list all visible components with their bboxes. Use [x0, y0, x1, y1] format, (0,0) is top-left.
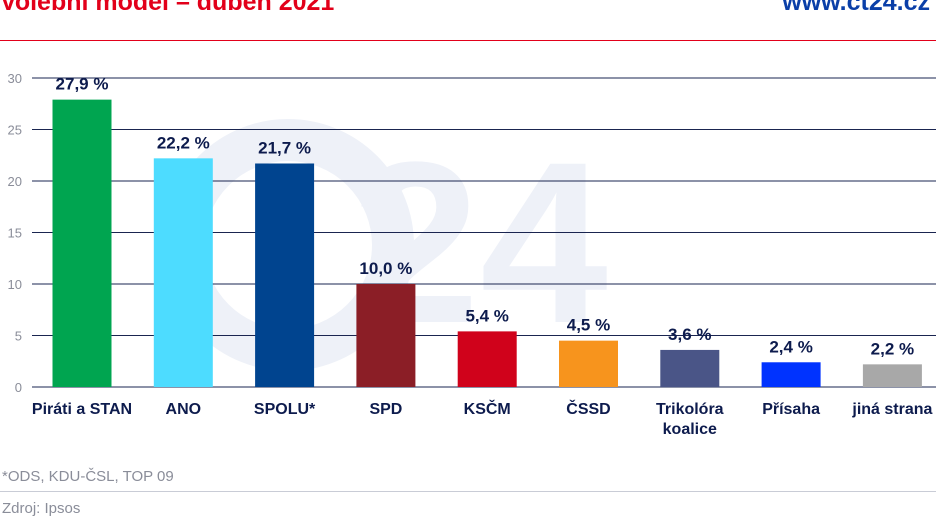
y-tick-label: 25: [8, 123, 22, 138]
y-tick-label: 30: [8, 71, 22, 86]
bar-value-label: 4,5 %: [567, 316, 610, 335]
source-note: Zdroj: Ipsos: [2, 500, 81, 517]
bar: [761, 362, 821, 387]
y-tick-label: 20: [8, 174, 22, 189]
x-tick-label: SPOLU*: [254, 401, 316, 418]
x-tick-label: SPD: [369, 401, 402, 418]
site-url[interactable]: www.ct24.cz: [782, 0, 930, 16]
x-tick-label: ANO: [166, 401, 202, 418]
y-tick-label: 0: [15, 380, 22, 395]
x-tick-label: KSČM: [464, 399, 511, 418]
chart-title: Volební model – duben 2021: [0, 0, 335, 16]
bar: [356, 284, 416, 387]
x-tick-label: jiná strana: [851, 401, 932, 418]
bar-value-label: 10,0 %: [359, 259, 412, 278]
bar: [660, 349, 720, 387]
bar-value-label: 2,4 %: [769, 337, 812, 356]
bar: [255, 163, 315, 387]
bar: [52, 99, 112, 387]
footnote: *ODS, KDU-ČSL, TOP 09: [2, 468, 174, 485]
y-tick-label: 15: [8, 226, 22, 241]
bar-value-label: 2,2 %: [871, 339, 914, 358]
bar-value-label: 22,2 %: [157, 133, 210, 152]
bar: [457, 331, 517, 387]
footer-divider: [0, 491, 936, 492]
bar-value-label: 27,9 %: [56, 75, 109, 94]
x-tick-label: koalice: [663, 421, 717, 438]
bar: [153, 158, 213, 387]
x-tick-label: Trikolóra: [656, 401, 724, 418]
x-tick-label: Přísaha: [762, 401, 820, 418]
bar-value-label: 3,6 %: [668, 325, 711, 344]
x-tick-label: Piráti a STAN: [32, 401, 132, 418]
bar-value-label: 5,4 %: [465, 306, 508, 325]
bar: [862, 364, 922, 387]
y-tick-label: 10: [8, 277, 22, 292]
bar: [559, 340, 618, 387]
header-divider: [0, 40, 936, 41]
x-tick-label: ČSSD: [566, 399, 610, 418]
bar-value-label: 21,7 %: [258, 138, 311, 157]
y-tick-label: 5: [15, 329, 22, 344]
